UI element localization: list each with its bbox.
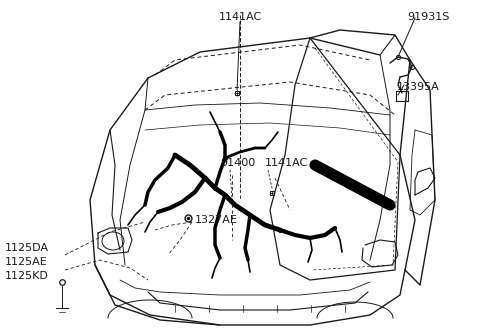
Text: 1125AE: 1125AE <box>5 257 48 267</box>
Text: 1141AC: 1141AC <box>265 158 308 168</box>
Text: 1327AE: 1327AE <box>195 215 238 225</box>
Text: 1125DA: 1125DA <box>5 243 49 253</box>
Text: 1125KD: 1125KD <box>5 271 49 281</box>
Text: 91400: 91400 <box>220 158 255 168</box>
Text: 91931S: 91931S <box>407 12 449 22</box>
Text: 1141AC: 1141AC <box>218 12 262 22</box>
Text: 13395A: 13395A <box>396 82 439 92</box>
